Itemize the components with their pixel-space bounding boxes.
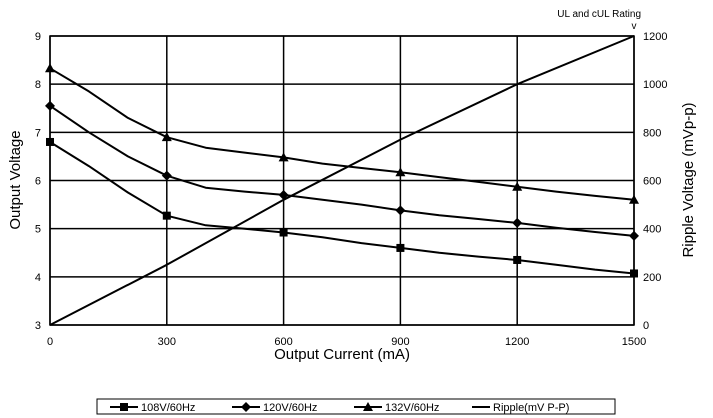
marker-diamond [629, 230, 639, 241]
y2-axis-title: Ripple Voltage (mVp-p) [680, 102, 697, 257]
marker-square [162, 211, 171, 220]
series-3 [49, 35, 635, 326]
marker-triangle [278, 152, 289, 162]
y2-tick-label: 800 [643, 127, 661, 139]
marker-square [120, 403, 128, 411]
marker-diamond [512, 217, 523, 228]
legend-label: Ripple(mV P-P) [493, 402, 569, 414]
y2-tick-label: 600 [643, 176, 661, 188]
legend-label: 108V/60Hz [141, 402, 195, 414]
y-tick-label: 5 [35, 224, 41, 236]
x-tick-label: 1200 [505, 336, 529, 348]
marker-square [279, 228, 288, 237]
series-2 [45, 63, 639, 204]
marker-triangle [363, 402, 373, 411]
y2-tick-label: 1200 [643, 31, 667, 43]
legend: 108V/60Hz 120V/60Hz 132V/60Hz Ripple(mV P-P… [110, 402, 569, 414]
marker-diamond [241, 402, 251, 412]
marker-triangle [395, 167, 406, 177]
y-tick-label: 8 [35, 79, 41, 91]
x-tick-label: 1500 [622, 336, 646, 348]
x-tick-label: 600 [274, 336, 292, 348]
marker-diamond [395, 205, 406, 216]
series-line [49, 67, 635, 201]
legend-label: 120V/60Hz [263, 402, 317, 414]
y-tick-label: 9 [35, 31, 41, 43]
x-axis-title: Output Current (mA) [274, 346, 410, 363]
legend-item: 120V/60Hz [232, 402, 317, 414]
y-tick-label: 7 [35, 127, 41, 139]
y-tick-label: 3 [35, 320, 41, 332]
marker-square [46, 137, 54, 146]
series-line [49, 104, 635, 237]
y-axis-title: Output Voltage [7, 130, 24, 229]
marker-triangle [45, 63, 55, 73]
rating-marker: v [632, 21, 637, 32]
series-line [49, 141, 635, 275]
marker-triangle [629, 194, 639, 204]
legend-item: Ripple(mV P-P) [472, 402, 569, 414]
y2-tick-label: 1000 [643, 79, 667, 91]
x-tick-label: 300 [158, 336, 176, 348]
x-tick-label: 900 [391, 336, 409, 348]
x-tick-label: 0 [47, 336, 53, 348]
legend-label: 132V/60Hz [385, 402, 439, 414]
y-left-tick-labels: 3 4 5 6 7 8 9 [35, 31, 41, 332]
rating-annotation: UL and cUL Rating [557, 9, 641, 20]
y2-tick-label: 400 [643, 224, 661, 236]
legend-item: 132V/60Hz [354, 402, 439, 414]
marker-diamond [161, 170, 172, 181]
series-line [49, 35, 635, 326]
series-group [45, 35, 639, 326]
plot-frame [49, 35, 635, 326]
y-tick-label: 4 [35, 272, 41, 284]
marker-square [630, 269, 638, 278]
marker-triangle [161, 132, 172, 142]
legend-item: 108V/60Hz [110, 402, 195, 414]
marker-diamond [45, 100, 55, 111]
y-tick-label: 6 [35, 176, 41, 188]
marker-triangle [512, 181, 523, 191]
marker-square [513, 255, 522, 264]
marker-square [396, 243, 405, 252]
x-tick-labels: 0 300 600 900 1200 1500 [47, 336, 646, 348]
y-right-tick-labels: 0 200 400 600 800 1000 1200 [643, 31, 667, 332]
y2-tick-label: 0 [643, 320, 649, 332]
y2-tick-label: 200 [643, 272, 661, 284]
series-0 [46, 137, 638, 278]
